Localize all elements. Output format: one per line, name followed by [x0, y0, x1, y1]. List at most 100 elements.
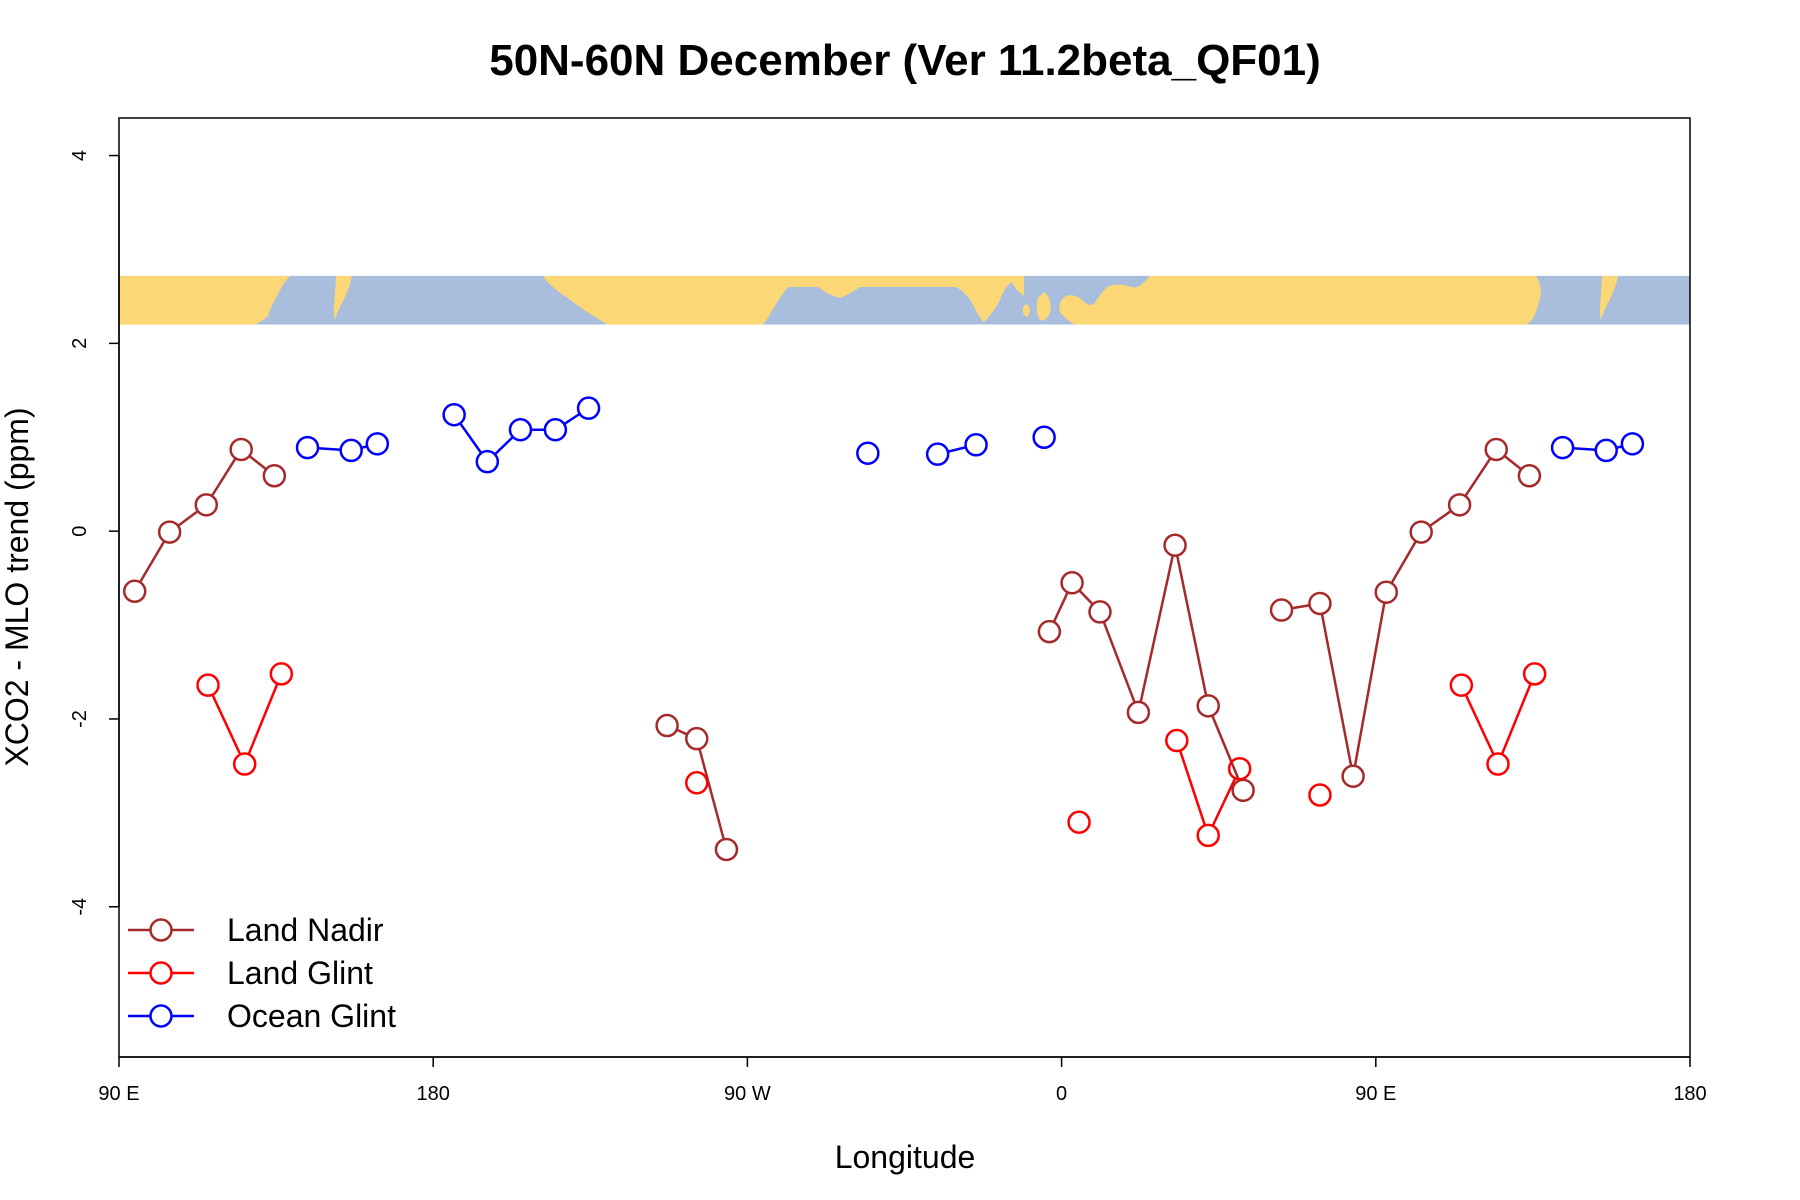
series-line-land-nadir: [138, 540, 166, 583]
series-line-land-nadir: [248, 455, 267, 471]
series-line-land-nadir: [1320, 613, 1353, 767]
map-band: [119, 275, 1690, 325]
land-europe-asia: [1059, 276, 1541, 325]
legend-marker: [149, 961, 173, 985]
series-line-land-nadir: [210, 457, 237, 497]
series-line-ocean-glint: [317, 447, 341, 451]
series-line-land-glint: [247, 683, 279, 755]
data-point-ocean-glint: [1032, 425, 1056, 450]
data-point-ocean-glint: [508, 417, 533, 442]
series-line-land-nadir: [1429, 509, 1452, 528]
legend: Land Nadir Land Glint Ocean Glint: [128, 912, 396, 1034]
land-great-britain: [1036, 292, 1051, 321]
data-point-land-nadir: [1126, 700, 1151, 725]
series-line-land-glint: [1500, 683, 1532, 755]
y-tick-label: 4: [69, 150, 91, 161]
series-line-ocean-glint: [563, 412, 581, 426]
data-point-ocean-glint: [1594, 438, 1618, 463]
data-point-ocean-glint: [1620, 432, 1645, 456]
data-point-land-nadir: [685, 726, 709, 751]
x-tick-label: 90 E: [98, 1083, 139, 1105]
x-axis: 90 E 180 90 W 0 90 E 180: [98, 1056, 1707, 1105]
data-point-ocean-glint: [365, 432, 390, 456]
legend-label: Land Glint: [227, 955, 373, 991]
series-line-land-nadir: [1211, 715, 1241, 782]
series-ocean-glint: [295, 396, 1645, 474]
legend-entry-land-glint: Land Glint: [128, 955, 373, 991]
legend-label: Land Nadir: [227, 912, 384, 948]
data-point-land-nadir: [1409, 520, 1433, 544]
series-line-land-nadir: [1353, 602, 1386, 767]
land-kamchatka-repeat: [1599, 276, 1618, 320]
data-point-ocean-glint: [925, 442, 950, 466]
series-land-nadir: [122, 437, 1542, 862]
series-line-land-nadir: [1175, 555, 1208, 696]
data-point-land-glint: [232, 752, 257, 776]
series-line-land-glint: [1464, 694, 1495, 756]
land-alaska-canada: [544, 276, 1024, 325]
data-point-land-glint: [1308, 783, 1332, 807]
data-point-land-nadir: [1196, 694, 1220, 718]
data-point-land-nadir: [1484, 437, 1508, 462]
y-tick-label: -2: [69, 710, 91, 728]
x-tick-label: 90 W: [724, 1083, 771, 1105]
data-point-land-glint: [1196, 823, 1220, 848]
x-tick-label: 90 E: [1355, 1083, 1396, 1105]
data-point-land-nadir: [1308, 591, 1332, 616]
series-layer: [122, 396, 1645, 862]
series-line-land-nadir: [1291, 604, 1310, 610]
land-ireland: [1022, 304, 1030, 317]
legend-entry-ocean-glint: Ocean Glint: [128, 998, 396, 1034]
data-point-land-nadir: [194, 493, 219, 517]
data-point-land-nadir: [655, 713, 679, 738]
y-axis: 4 2 0 -2 -4: [69, 150, 120, 916]
series-line-land-nadir: [1464, 457, 1492, 497]
data-point-ocean-glint: [856, 441, 880, 465]
data-point-ocean-glint: [339, 438, 363, 463]
data-point-land-nadir: [1374, 580, 1399, 604]
data-point-land-glint: [1165, 728, 1189, 753]
data-point-land-nadir: [714, 837, 739, 862]
data-point-land-nadir: [262, 464, 287, 488]
data-point-ocean-glint: [964, 433, 988, 457]
series-line-ocean-glint: [494, 436, 514, 456]
series-line-land-nadir: [1390, 540, 1417, 584]
data-point-ocean-glint: [475, 449, 500, 474]
y-tick-label: -4: [69, 898, 91, 916]
x-tick-label: 180: [417, 1083, 450, 1105]
data-point-land-nadir: [1447, 493, 1472, 517]
data-point-land-nadir: [1341, 764, 1365, 788]
legend-marker: [149, 918, 173, 942]
series-line-ocean-glint: [1572, 447, 1596, 451]
x-tick-label: 180: [1673, 1083, 1706, 1105]
data-point-land-nadir: [1060, 571, 1084, 595]
data-point-land-nadir: [229, 437, 253, 462]
data-point-ocean-glint: [1550, 435, 1575, 460]
land-kamchatka: [333, 276, 352, 320]
data-point-land-glint: [269, 662, 294, 686]
y-tick-label: 2: [69, 338, 91, 349]
data-point-land-nadir: [1517, 464, 1542, 488]
y-axis-label: XCO2 - MLO trend (ppm): [0, 407, 35, 766]
y-tick-label: 0: [69, 526, 91, 537]
series-line-land-nadir: [1052, 591, 1069, 623]
data-point-ocean-glint: [295, 435, 320, 460]
legend-marker: [149, 1004, 173, 1028]
data-point-land-glint: [685, 771, 709, 795]
data-point-land-glint: [1522, 662, 1547, 686]
map-band-land: [119, 276, 1618, 325]
series-line-land-glint: [211, 694, 242, 756]
series-line-land-nadir: [1078, 589, 1094, 606]
series-land-glint: [196, 662, 1547, 848]
data-point-ocean-glint: [442, 402, 466, 427]
series-line-land-nadir: [676, 728, 688, 736]
data-point-land-glint: [1449, 673, 1474, 697]
data-point-land-nadir: [1088, 600, 1112, 624]
data-point-ocean-glint: [543, 417, 568, 442]
data-point-land-glint: [196, 673, 220, 697]
x-axis-label: Longitude: [835, 1139, 976, 1175]
series-line-ocean-glint: [459, 422, 483, 454]
legend-entry-land-nadir: Land Nadir: [128, 912, 384, 948]
